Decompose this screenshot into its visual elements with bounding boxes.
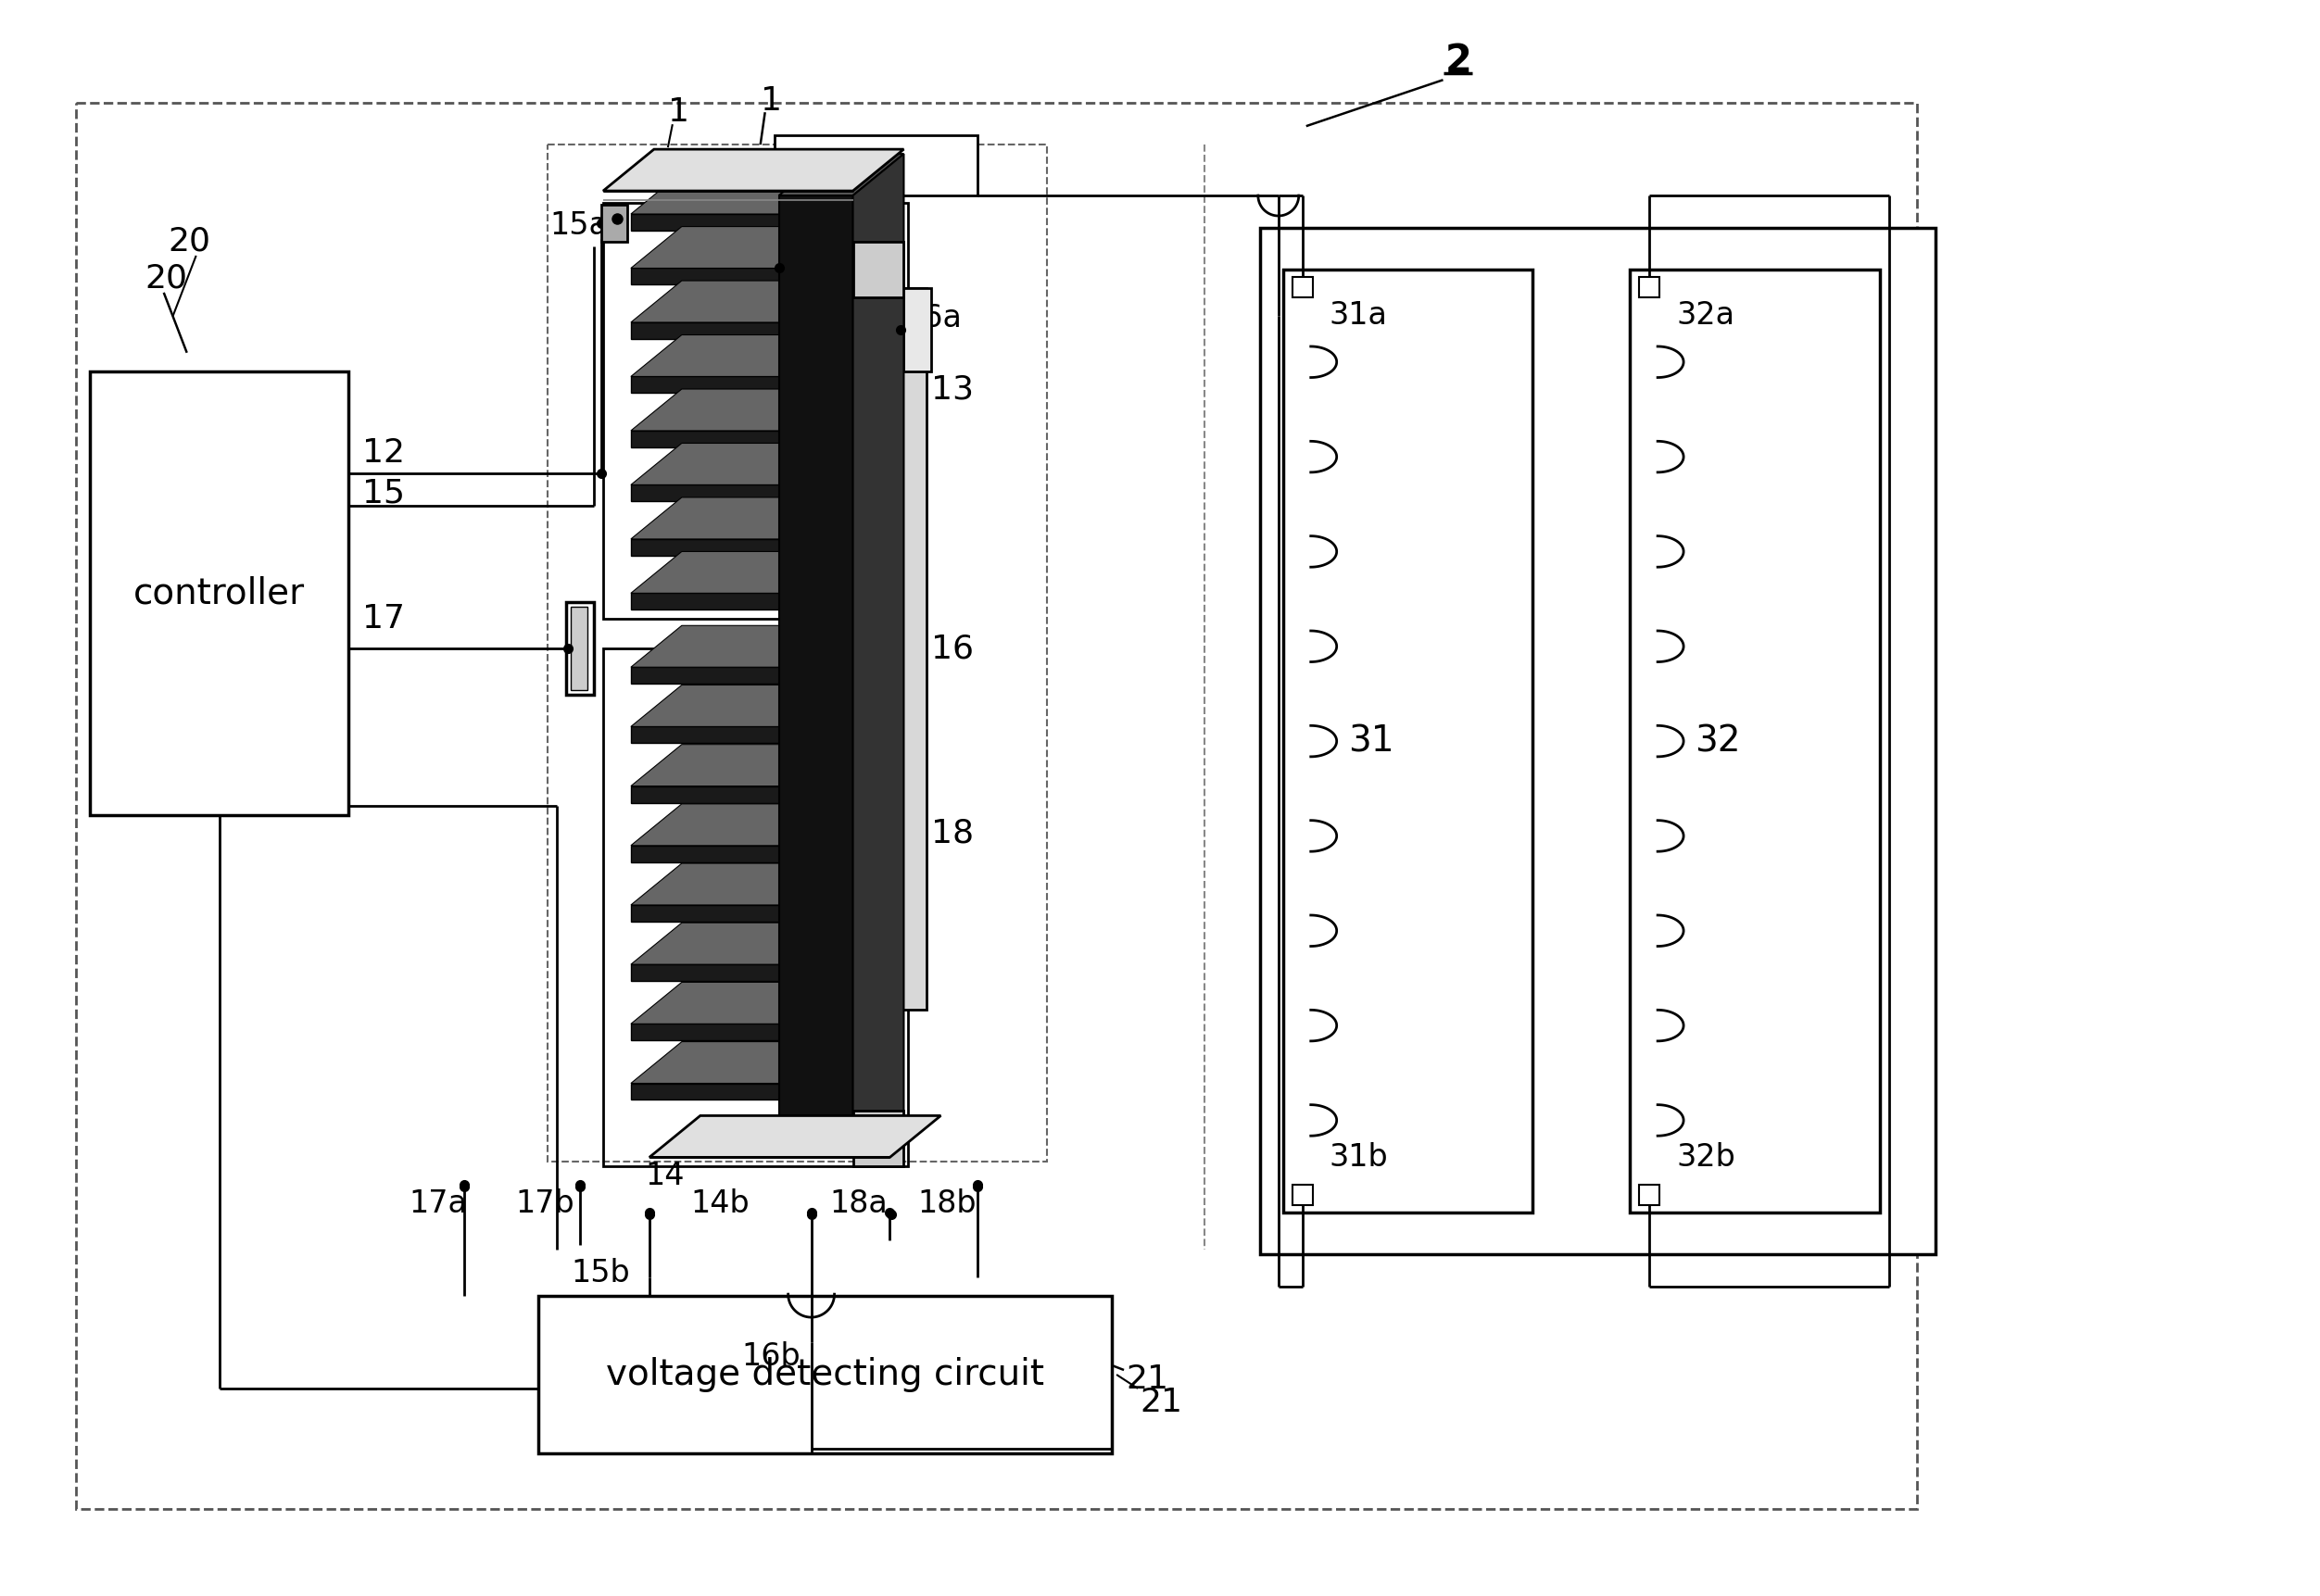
Polygon shape xyxy=(631,335,831,377)
Bar xyxy=(1260,228,1935,1254)
Text: 17: 17 xyxy=(362,603,406,635)
Text: 32b: 32b xyxy=(1675,1143,1735,1173)
Polygon shape xyxy=(631,726,780,744)
Text: 31b: 31b xyxy=(1329,1143,1387,1173)
Polygon shape xyxy=(631,389,831,431)
Text: 16b: 16b xyxy=(742,1341,800,1371)
Polygon shape xyxy=(631,485,780,501)
Polygon shape xyxy=(631,227,831,268)
Text: 17b: 17b xyxy=(515,1189,575,1219)
Text: 11: 11 xyxy=(761,156,803,188)
Bar xyxy=(603,648,909,1167)
Polygon shape xyxy=(631,685,831,726)
Polygon shape xyxy=(631,863,831,905)
Polygon shape xyxy=(631,626,831,667)
Polygon shape xyxy=(631,172,831,214)
Bar xyxy=(905,287,933,372)
Bar xyxy=(538,1296,1111,1454)
Polygon shape xyxy=(631,281,831,322)
Polygon shape xyxy=(631,804,831,846)
Text: 18: 18 xyxy=(933,817,974,849)
Polygon shape xyxy=(631,964,780,982)
Polygon shape xyxy=(780,153,905,195)
Polygon shape xyxy=(631,268,780,284)
Polygon shape xyxy=(854,153,905,1157)
Text: 14: 14 xyxy=(645,1160,684,1191)
Text: 21: 21 xyxy=(1139,1387,1183,1419)
Polygon shape xyxy=(631,667,780,683)
Polygon shape xyxy=(631,498,831,539)
Text: 20: 20 xyxy=(146,263,188,295)
Bar xyxy=(571,606,587,689)
Polygon shape xyxy=(631,787,780,803)
Text: 14a: 14a xyxy=(784,243,842,273)
Bar xyxy=(77,104,1916,1508)
Text: 15a: 15a xyxy=(550,211,608,241)
Bar xyxy=(548,145,1046,1162)
Polygon shape xyxy=(650,1116,942,1157)
Polygon shape xyxy=(631,982,831,1025)
Bar xyxy=(854,241,905,297)
Text: voltage detecting circuit: voltage detecting circuit xyxy=(606,1357,1044,1392)
Text: 12: 12 xyxy=(362,437,406,468)
Text: 1: 1 xyxy=(761,86,782,117)
Bar xyxy=(601,204,626,241)
Bar xyxy=(90,372,348,816)
Polygon shape xyxy=(631,1042,831,1084)
Text: 17a: 17a xyxy=(408,1189,466,1219)
Bar xyxy=(1640,1184,1659,1205)
Text: 18a: 18a xyxy=(831,1189,889,1219)
Polygon shape xyxy=(631,1084,780,1100)
Text: 16a: 16a xyxy=(905,303,963,334)
Polygon shape xyxy=(631,214,780,231)
Text: 2: 2 xyxy=(1445,41,1471,81)
Text: 32a: 32a xyxy=(1675,300,1735,330)
Text: 20: 20 xyxy=(169,227,211,257)
Bar xyxy=(1631,270,1879,1213)
Polygon shape xyxy=(631,922,831,964)
Polygon shape xyxy=(631,539,780,555)
Bar xyxy=(1292,276,1313,297)
Text: 32: 32 xyxy=(1694,723,1740,758)
Text: 15: 15 xyxy=(362,477,406,509)
Text: 1: 1 xyxy=(668,96,689,128)
Bar xyxy=(1640,276,1659,297)
Polygon shape xyxy=(631,552,831,594)
Text: 21: 21 xyxy=(1125,1363,1169,1395)
Bar xyxy=(566,602,594,694)
Polygon shape xyxy=(631,377,780,393)
Bar xyxy=(603,203,909,619)
Bar xyxy=(854,1111,905,1167)
Polygon shape xyxy=(631,594,780,610)
Polygon shape xyxy=(631,846,780,862)
Polygon shape xyxy=(631,1025,780,1041)
Bar xyxy=(854,287,928,1009)
Text: 14b: 14b xyxy=(691,1189,749,1219)
Polygon shape xyxy=(631,905,780,921)
Polygon shape xyxy=(631,322,780,338)
Bar xyxy=(775,136,977,195)
Text: 16: 16 xyxy=(933,634,974,664)
Text: 31a: 31a xyxy=(1329,300,1387,330)
Polygon shape xyxy=(603,150,905,192)
Polygon shape xyxy=(631,444,831,485)
Text: 31: 31 xyxy=(1348,723,1394,758)
Bar xyxy=(1292,1184,1313,1205)
Polygon shape xyxy=(631,431,780,447)
Polygon shape xyxy=(780,195,854,1157)
Text: 15b: 15b xyxy=(571,1258,629,1288)
Polygon shape xyxy=(631,744,831,787)
Text: controller: controller xyxy=(135,576,304,611)
Bar xyxy=(1283,270,1534,1213)
Text: 18b: 18b xyxy=(919,1189,977,1219)
Text: 13: 13 xyxy=(933,373,974,405)
